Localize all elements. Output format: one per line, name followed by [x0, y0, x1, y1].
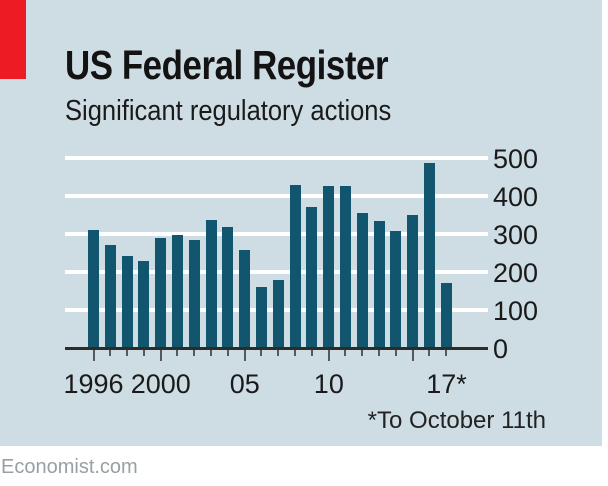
bar-2001	[171, 235, 183, 348]
x-tick-2001	[176, 350, 179, 356]
y-tick-label-400: 400	[493, 182, 539, 212]
tick-slot-2001	[172, 350, 183, 361]
bar-2009	[306, 207, 318, 348]
x-tick-2000	[159, 350, 162, 361]
x-tick-2004	[226, 350, 229, 356]
tick-slot-2008	[290, 350, 301, 361]
y-tick-label-0: 0	[493, 334, 509, 364]
bar-2012	[356, 213, 368, 348]
bar-2004	[222, 227, 234, 348]
bar-2006	[255, 287, 267, 348]
plot-area: 0 100 200 300 400 500 1996 2000 05 10 17*	[63, 98, 539, 399]
tick-slot-2012	[357, 350, 368, 361]
x-axis-ticks	[88, 350, 452, 361]
x-tick-2011	[344, 350, 347, 356]
bars-container	[88, 98, 452, 348]
tick-slot-2003	[206, 350, 217, 361]
bar-2015	[407, 215, 419, 348]
x-tick-2014	[394, 350, 397, 356]
y-tick-label-500: 500	[493, 144, 539, 174]
x-tick-1997	[109, 350, 112, 356]
x-tick-2010	[327, 350, 330, 361]
bar-2003	[205, 220, 217, 348]
bar-1997	[104, 245, 116, 348]
tick-slot-2016	[424, 350, 435, 361]
tick-slot-1997	[105, 350, 116, 361]
bar-2005	[239, 250, 251, 348]
y-tick-label-100: 100	[493, 296, 539, 326]
bar-1996	[88, 230, 99, 348]
tick-slot-2006	[256, 350, 267, 361]
x-tick-2006	[260, 350, 263, 356]
bar-2010	[323, 186, 335, 348]
bar-1998	[121, 256, 133, 348]
x-tick-1998	[126, 350, 129, 356]
tick-slot-2011	[340, 350, 351, 361]
bar-2002	[188, 240, 200, 348]
y-tick-label-200: 200	[493, 258, 539, 288]
tick-slot-2014	[390, 350, 401, 361]
x-tick-2005	[243, 350, 246, 361]
x-tick-2002	[193, 350, 196, 356]
tick-slot-2010	[323, 350, 334, 361]
x-tick-label-2010: 10	[313, 369, 344, 399]
bar-2000	[155, 238, 167, 348]
tick-slot-2002	[189, 350, 200, 361]
x-tick-2015	[411, 350, 414, 361]
bar-2017	[440, 283, 452, 348]
x-tick-1999	[142, 350, 145, 356]
source-attribution: Economist.com	[1, 456, 138, 478]
bar-1999	[138, 261, 150, 348]
gridline-500	[65, 156, 488, 160]
x-tick-label-2000: 2000	[130, 369, 191, 399]
x-tick-2016	[428, 350, 431, 356]
x-tick-label-2005: 05	[229, 369, 260, 399]
x-tick-1996	[92, 350, 95, 361]
chart-subtitle: Significant regulatory actions	[65, 95, 392, 127]
footnote: *To October 11th	[367, 407, 546, 434]
tick-slot-2009	[306, 350, 317, 361]
chart-title: US Federal Register	[65, 42, 389, 88]
tick-slot-1996	[88, 350, 99, 361]
tick-slot-2013	[374, 350, 385, 361]
bar-2013	[373, 221, 385, 348]
chart-panel	[0, 0, 602, 446]
tick-slot-2017	[441, 350, 452, 361]
tick-slot-2000	[155, 350, 166, 361]
tick-slot-2015	[407, 350, 418, 361]
x-tick-2003	[210, 350, 213, 356]
economist-red-tab	[0, 0, 26, 79]
tick-slot-2007	[273, 350, 284, 361]
y-tick-label-300: 300	[493, 220, 539, 250]
tick-slot-2005	[239, 350, 250, 361]
x-tick-2012	[361, 350, 364, 356]
x-tick-label-2017: 17*	[426, 369, 467, 399]
x-tick-2017	[445, 350, 448, 356]
bar-2008	[289, 185, 301, 348]
bar-2011	[339, 186, 351, 348]
x-tick-2007	[277, 350, 280, 356]
x-tick-2009	[310, 350, 313, 356]
gridline-200	[65, 270, 488, 274]
tick-slot-1999	[138, 350, 149, 361]
gridline-400	[65, 194, 488, 198]
x-axis-line	[65, 347, 488, 350]
bar-2014	[390, 231, 402, 348]
tick-slot-1998	[122, 350, 133, 361]
x-tick-label-1996: 1996	[63, 369, 124, 399]
bar-2007	[272, 280, 284, 348]
gridline-300	[65, 232, 488, 236]
tick-slot-2004	[222, 350, 233, 361]
x-tick-2008	[294, 350, 297, 356]
x-tick-2013	[378, 350, 381, 356]
bar-2016	[423, 163, 435, 348]
